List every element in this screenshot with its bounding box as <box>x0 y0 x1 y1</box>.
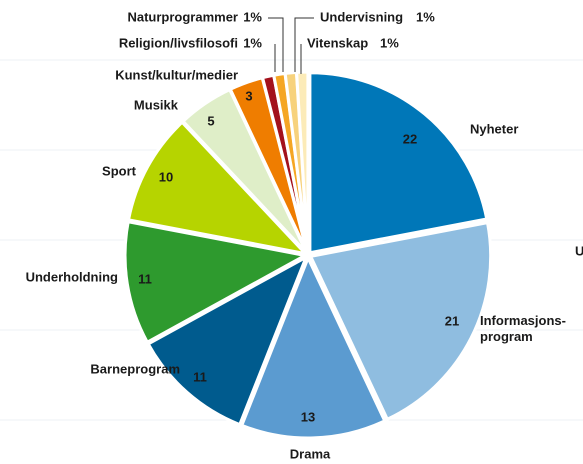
category-label: Kunst/kultur/medier <box>115 67 238 82</box>
pie-slice <box>295 70 310 253</box>
category-label: Undervisning <box>320 9 403 24</box>
value-label: 10 <box>159 169 173 184</box>
pie-slice <box>123 219 310 345</box>
value-label: 1% <box>380 35 399 50</box>
category-label: Naturprogrammer <box>127 9 238 24</box>
category-label: Informasjons-program <box>480 313 566 344</box>
value-label: 11 <box>193 369 207 384</box>
label-line: program <box>480 329 533 344</box>
pie-slice <box>146 253 309 427</box>
value-label: 21 <box>445 313 459 328</box>
leader-line <box>294 17 314 72</box>
pie-slice <box>308 220 493 422</box>
leader-line <box>268 17 284 72</box>
value-label: 1% <box>243 35 262 50</box>
value-label: 13 <box>301 409 315 424</box>
pie-slice <box>126 120 310 256</box>
value-label: 5 <box>207 113 214 128</box>
category-label: Barneprogram <box>90 361 180 376</box>
value-label: 11 <box>138 271 152 286</box>
value-label: 1% <box>416 9 435 24</box>
value-label: 22 <box>403 131 417 146</box>
value-label: 3 <box>245 88 252 103</box>
category-label: Religion/livsfilosofi <box>119 35 238 50</box>
pie-slice <box>308 71 489 255</box>
category-label: Sport <box>102 163 137 178</box>
label-line: Informasjons- <box>480 313 566 328</box>
value-label: 1% <box>243 9 262 24</box>
category-label: Underholdning <box>26 269 118 284</box>
category-label: Vitenskap <box>307 35 368 50</box>
category-label: Musikk <box>134 97 179 112</box>
category-label: Nyheter <box>470 121 518 136</box>
pie-slice <box>239 254 387 440</box>
cropped-label: U <box>575 243 583 258</box>
category-label: Drama <box>290 446 331 461</box>
